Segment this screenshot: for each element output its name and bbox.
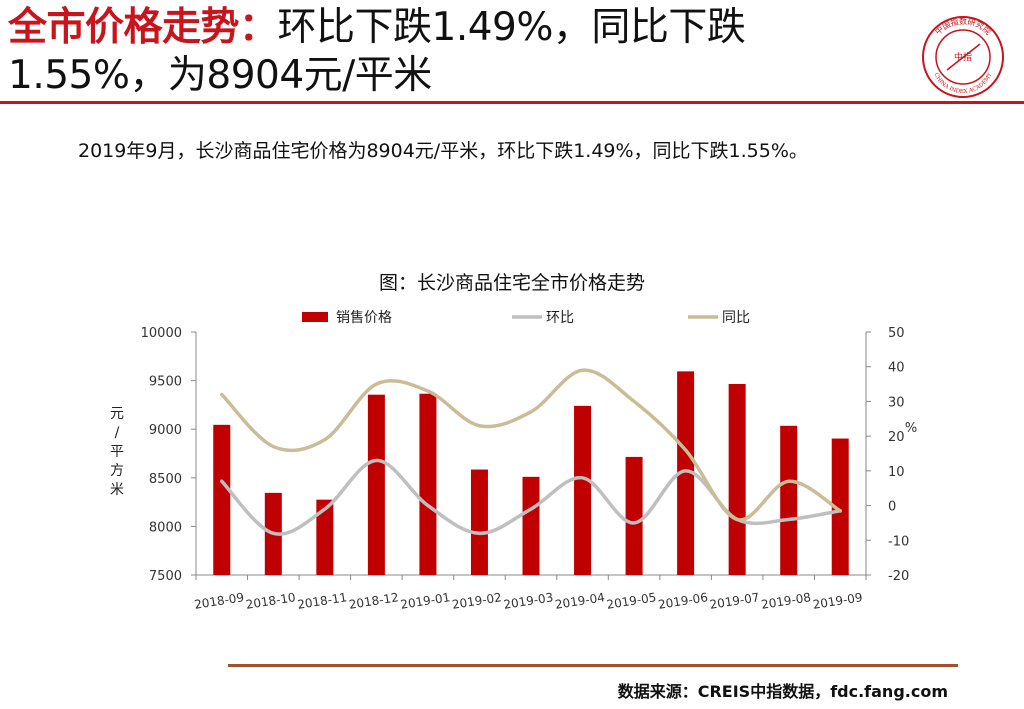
- x-axis-tick-label: 2019-07: [709, 590, 761, 612]
- x-axis-tick-label: 2019-06: [657, 590, 709, 612]
- title-accent: 全市价格走势：: [8, 5, 278, 50]
- left-axis-tick-label: 10000: [141, 326, 182, 341]
- x-axis-tick-label: 2019-04: [554, 590, 606, 612]
- right-axis-tick-label: -20: [888, 569, 909, 584]
- legend-label: 同比: [722, 310, 750, 326]
- y-axis-label-char: 平: [110, 444, 124, 460]
- y-axis-label-char: 米: [110, 482, 124, 498]
- right-axis-tick-label: 0: [888, 500, 896, 515]
- x-axis-tick-label: 2018-11: [296, 590, 348, 612]
- legend-label: 销售价格: [336, 310, 392, 326]
- right-axis-tick-label: 10: [888, 465, 905, 480]
- price-bar: [367, 394, 385, 575]
- legend-swatch-bar: [302, 312, 328, 322]
- price-bar: [780, 425, 798, 575]
- y-axis-label-char: 元: [110, 406, 124, 422]
- price-bar: [213, 424, 231, 575]
- chart-title: 图：长沙商品住宅全市价格走势: [378, 272, 645, 294]
- x-axis-tick-label: 2018-10: [245, 590, 297, 612]
- title-line-1: 全市价格走势：环比下跌1.49%，同比下跌: [8, 4, 908, 52]
- right-axis-tick-label: -10: [888, 534, 909, 549]
- right-axis-tick-label: 30: [888, 395, 905, 410]
- right-axis-tick-label: 40: [888, 361, 905, 376]
- price-bar: [419, 393, 437, 575]
- legend-label: 环比: [546, 310, 574, 326]
- source-divider: [228, 664, 958, 667]
- x-axis-tick-label: 2019-09: [812, 590, 864, 612]
- left-axis-tick-label: 8000: [149, 520, 182, 535]
- x-axis-tick-label: 2018-09: [193, 590, 245, 612]
- right-axis-tick-label: 20: [888, 430, 905, 445]
- x-axis-tick-label: 2019-05: [606, 590, 658, 612]
- price-bar: [728, 384, 746, 575]
- price-bar: [574, 405, 592, 575]
- right-axis-tick-label: 50: [888, 326, 905, 341]
- y-axis-label-char: /: [115, 425, 120, 441]
- yoy-series-line: [220, 368, 842, 522]
- left-axis-tick-label: 7500: [149, 569, 182, 584]
- source-text: 数据来源：CREIS中指数据，fdc.fang.com: [617, 682, 948, 701]
- left-axis-tick-label: 8500: [149, 472, 182, 487]
- seal-center-text: 中指: [954, 51, 972, 63]
- price-bar: [677, 371, 695, 575]
- x-axis-tick-label: 2019-03: [503, 590, 555, 612]
- price-bar: [831, 438, 849, 575]
- y2-axis-label: %: [905, 421, 917, 436]
- title-divider: [0, 101, 1024, 104]
- page-title: 全市价格走势：环比下跌1.49%，同比下跌 1.55%，为8904元/平米: [8, 4, 908, 100]
- academy-seal-icon: 中国指数研究院 CHINA INDEX ACADEMY 中指: [922, 16, 1004, 98]
- price-bar: [522, 476, 540, 575]
- x-axis-tick-label: 2019-01: [399, 590, 451, 612]
- price-bar: [625, 456, 643, 575]
- x-axis-tick-label: 2019-02: [451, 590, 503, 612]
- x-axis-tick-label: 2019-08: [760, 590, 812, 612]
- price-bar: [316, 499, 334, 575]
- title-line-1-text: 环比下跌1.49%，同比下跌: [277, 5, 746, 50]
- left-axis-tick-label: 9000: [149, 423, 182, 438]
- left-axis-tick-label: 9500: [149, 375, 182, 390]
- x-axis-tick-label: 2018-12: [348, 590, 400, 612]
- y-axis-label-char: 方: [110, 463, 124, 479]
- price-bar: [470, 469, 488, 575]
- summary-text: 2019年9月，长沙商品住宅价格为8904元/平米，环比下跌1.49%，同比下跌…: [78, 140, 808, 162]
- title-line-2: 1.55%，为8904元/平米: [8, 53, 432, 98]
